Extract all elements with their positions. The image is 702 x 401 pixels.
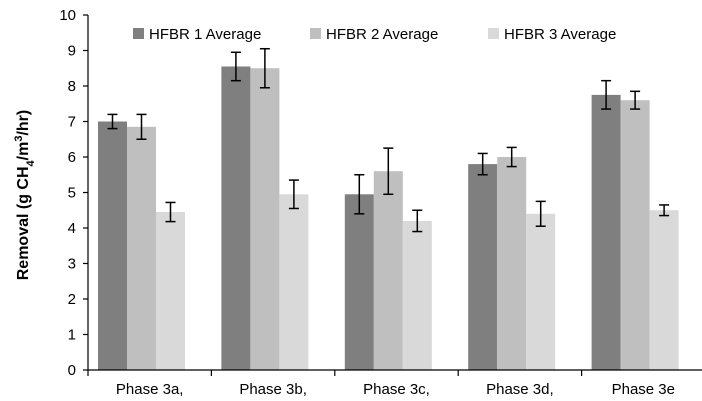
y-tick-label: 1 — [68, 327, 76, 344]
ylabel-subscript: 4 — [25, 159, 37, 166]
y-tick-label: 7 — [68, 114, 76, 131]
bar-series2-3 — [373, 171, 403, 370]
bar-series3-3 — [402, 220, 432, 370]
x-axis: Phase 3a, Phase 3b, Phase 3c, Phase 3d, Phas… — [87, 369, 702, 398]
y-tick-label: 6 — [68, 149, 76, 166]
x-tick-label: Phase 3b, — [239, 381, 307, 398]
bar-series3-1 — [156, 212, 185, 370]
legend-label-3: HFBR 3 Average — [504, 26, 616, 43]
y-tick-label: 8 — [68, 78, 76, 95]
y-tick-label: 3 — [68, 256, 76, 273]
legend-swatch-2 — [310, 28, 321, 39]
legend-label-2: HFBR 2 Average — [326, 26, 438, 43]
y-tick-label: 4 — [68, 220, 76, 237]
y-tick-label: 10 — [59, 7, 76, 24]
bar-series1-4 — [468, 164, 498, 370]
y-tick-label: 5 — [68, 185, 76, 202]
x-tick-label: Phase 3c, — [363, 381, 430, 398]
bar-series2-1 — [127, 126, 156, 370]
ylabel-mid: /m — [15, 142, 32, 161]
x-tick-label: Phase 3a, — [116, 381, 184, 398]
error-bars — [107, 47, 670, 233]
bar-series1-5 — [591, 94, 621, 370]
bar-series3-2 — [279, 194, 309, 370]
bar-series — [98, 66, 679, 370]
legend-swatch-1 — [133, 28, 144, 39]
y-tick-label: 2 — [68, 291, 76, 308]
legend-swatch-3 — [488, 28, 499, 39]
bar-series2-5 — [620, 100, 650, 370]
ylabel-suffix: /hr) — [15, 110, 32, 136]
bar-series2-2 — [250, 68, 280, 370]
y-axis-title: Removal (g CH4/m3/hr) — [13, 110, 37, 281]
bar-series1-3 — [344, 194, 374, 370]
bar-series1-1 — [98, 121, 127, 370]
x-tick-label: Phase 3d, — [486, 381, 554, 398]
chart-legend: HFBR 1 Average HFBR 2 Average HFBR 3 Avera… — [133, 26, 616, 43]
ylabel-prefix: Removal (g CH — [15, 166, 32, 280]
y-tick-label: 0 — [68, 362, 76, 379]
bar-series3-5 — [649, 210, 679, 370]
x-tick-label: Phase 3e — [612, 381, 675, 398]
bar-series1-2 — [221, 66, 251, 370]
y-tick-label: 9 — [68, 43, 76, 60]
y-axis: 0 1 2 3 4 5 6 7 8 9 10 — [59, 7, 89, 379]
legend-label-1: HFBR 1 Average — [149, 26, 261, 43]
bar-series2-4 — [497, 157, 527, 370]
bar-series3-4 — [526, 213, 556, 370]
ylabel-superscript: 3 — [13, 136, 25, 142]
